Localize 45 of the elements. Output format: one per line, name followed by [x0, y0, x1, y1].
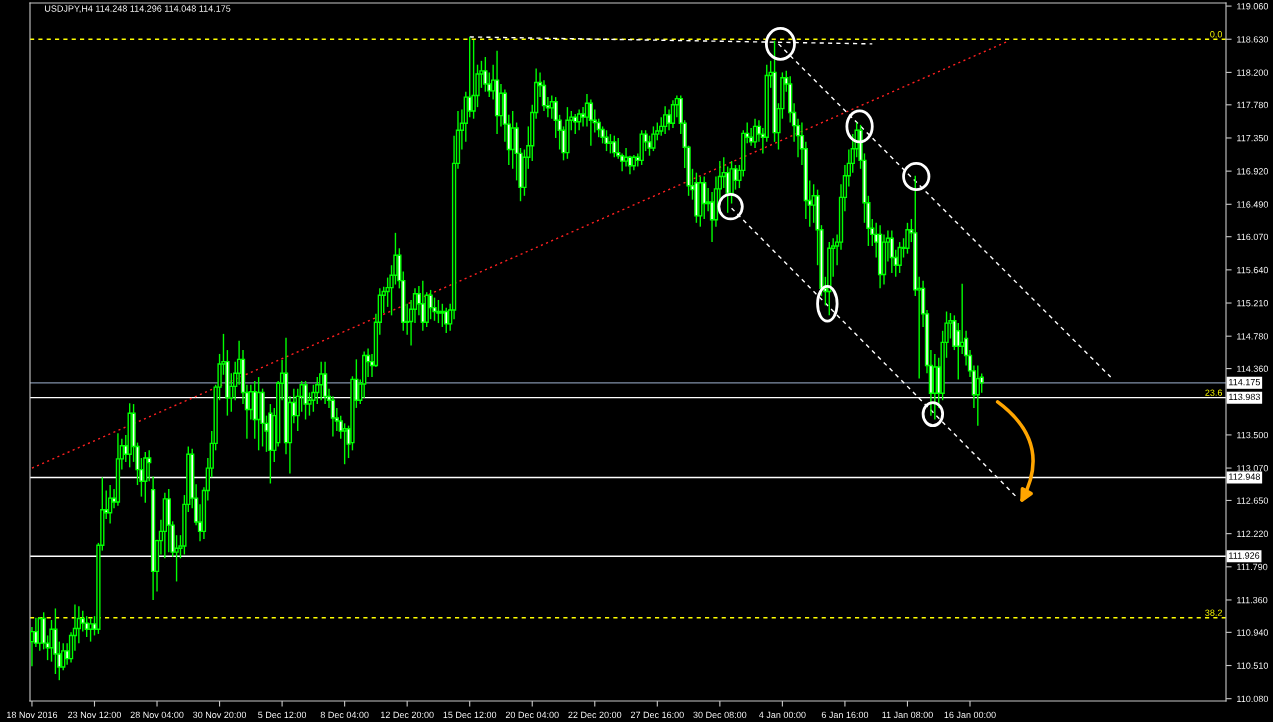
y-tick-label: 116.070 [1237, 233, 1269, 241]
y-tick-label: 113.500 [1237, 431, 1269, 439]
y-tick-label: 118.630 [1237, 36, 1269, 43]
x-tick-label: 8 Dec 04:00 [320, 711, 369, 719]
y-tick-label: 112.220 [1237, 530, 1269, 537]
y-tick-label: 111.360 [1237, 596, 1268, 604]
y-tick-label: 111.790 [1237, 563, 1268, 571]
x-tick-label: 22 Dec 20:00 [568, 711, 622, 719]
x-tick-label: 6 Jan 16:00 [821, 711, 869, 719]
ref-line-label: 114.175 [1229, 378, 1260, 386]
x-tick-label: 30 Dec 08:00 [693, 711, 747, 719]
y-tick-label: 117.780 [1237, 101, 1269, 109]
y-tick-label: 110.510 [1237, 662, 1269, 669]
x-tick-label: 27 Dec 16:00 [630, 711, 684, 719]
y-tick-label: 115.640 [1237, 266, 1269, 274]
y-tick-label: 114.780 [1237, 333, 1269, 340]
x-tick-label: 28 Nov 04:00 [130, 711, 184, 719]
ref-line-label: 111.926 [1229, 552, 1260, 559]
y-tick-label: 113.070 [1237, 465, 1269, 472]
y-tick-label: 114.360 [1237, 365, 1269, 372]
y-tick-label: 110.080 [1237, 695, 1269, 703]
x-tick-label: 11 Jan 08:00 [882, 711, 933, 719]
x-tick-label: 18 Nov 2016 [7, 711, 58, 719]
ref-line-label: 112.948 [1229, 473, 1260, 480]
y-tick-label: 119.060 [1237, 3, 1269, 10]
y-tick-label: 117.350 [1237, 134, 1269, 142]
x-tick-label: 30 Nov 20:00 [193, 711, 247, 719]
x-tick-label: 20 Dec 04:00 [505, 711, 559, 719]
y-tick-label: 115.210 [1237, 299, 1269, 307]
annotation: 0.0 [1210, 31, 1223, 38]
x-tick-label: 5 Dec 12:00 [258, 711, 307, 719]
ref-line-label: 113.983 [1229, 393, 1260, 401]
x-tick-label: 16 Jan 00:00 [944, 711, 996, 719]
annotation: 38.2 [1205, 609, 1222, 616]
annotation: 23.6 [1205, 389, 1223, 396]
chart-title: USDJPY,H4 114.248 114.296 114.048 114.175 [45, 5, 231, 13]
y-tick-label: 112.650 [1237, 497, 1269, 504]
y-tick-label: 116.920 [1237, 168, 1269, 175]
y-tick-label: 118.200 [1237, 69, 1269, 76]
y-tick-label: 116.490 [1237, 201, 1269, 208]
x-tick-label: 4 Jan 00:00 [759, 711, 806, 719]
y-tick-label: 110.940 [1237, 629, 1269, 636]
x-tick-label: 15 Dec 12:00 [443, 711, 497, 719]
x-tick-label: 12 Dec 20:00 [381, 711, 434, 719]
x-tick-label: 23 Nov 12:00 [68, 711, 121, 719]
